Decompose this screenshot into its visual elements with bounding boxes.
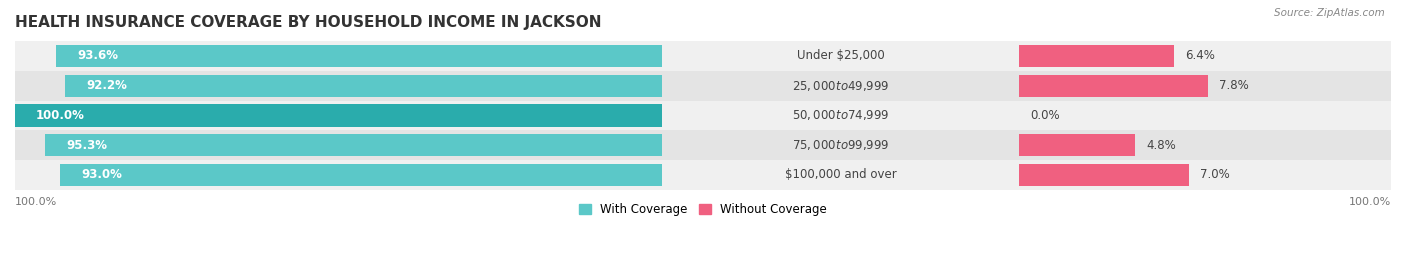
Text: $75,000 to $99,999: $75,000 to $99,999 (792, 138, 890, 152)
Text: 95.3%: 95.3% (66, 139, 107, 152)
Legend: With Coverage, Without Coverage: With Coverage, Without Coverage (574, 199, 832, 221)
Text: $100,000 and over: $100,000 and over (785, 168, 897, 182)
Text: 93.6%: 93.6% (77, 49, 118, 62)
Text: 100.0%: 100.0% (35, 109, 84, 122)
Text: 4.8%: 4.8% (1146, 139, 1177, 152)
Bar (45, 134, 662, 156)
Bar (1019, 45, 1174, 67)
Bar (56, 45, 662, 67)
Bar (1019, 164, 1188, 186)
Text: Under $25,000: Under $25,000 (797, 49, 884, 62)
Bar (15, 104, 662, 127)
Bar (60, 164, 662, 186)
Bar (15, 130, 1391, 160)
Text: $25,000 to $49,999: $25,000 to $49,999 (792, 79, 890, 93)
Text: $50,000 to $74,999: $50,000 to $74,999 (792, 108, 890, 122)
Bar (15, 41, 1391, 71)
Text: 100.0%: 100.0% (1348, 197, 1391, 207)
Bar (1019, 134, 1136, 156)
Text: 7.0%: 7.0% (1199, 168, 1229, 182)
Text: 92.2%: 92.2% (86, 79, 127, 92)
Bar (66, 75, 662, 97)
Text: 7.8%: 7.8% (1219, 79, 1249, 92)
Bar (15, 101, 1391, 130)
Text: HEALTH INSURANCE COVERAGE BY HOUSEHOLD INCOME IN JACKSON: HEALTH INSURANCE COVERAGE BY HOUSEHOLD I… (15, 15, 602, 30)
Text: 93.0%: 93.0% (82, 168, 122, 182)
Bar (15, 160, 1391, 190)
Text: Source: ZipAtlas.com: Source: ZipAtlas.com (1274, 8, 1385, 18)
Bar (15, 71, 1391, 101)
Text: 100.0%: 100.0% (15, 197, 58, 207)
Text: 6.4%: 6.4% (1185, 49, 1215, 62)
Text: 0.0%: 0.0% (1031, 109, 1060, 122)
Bar (1019, 75, 1208, 97)
